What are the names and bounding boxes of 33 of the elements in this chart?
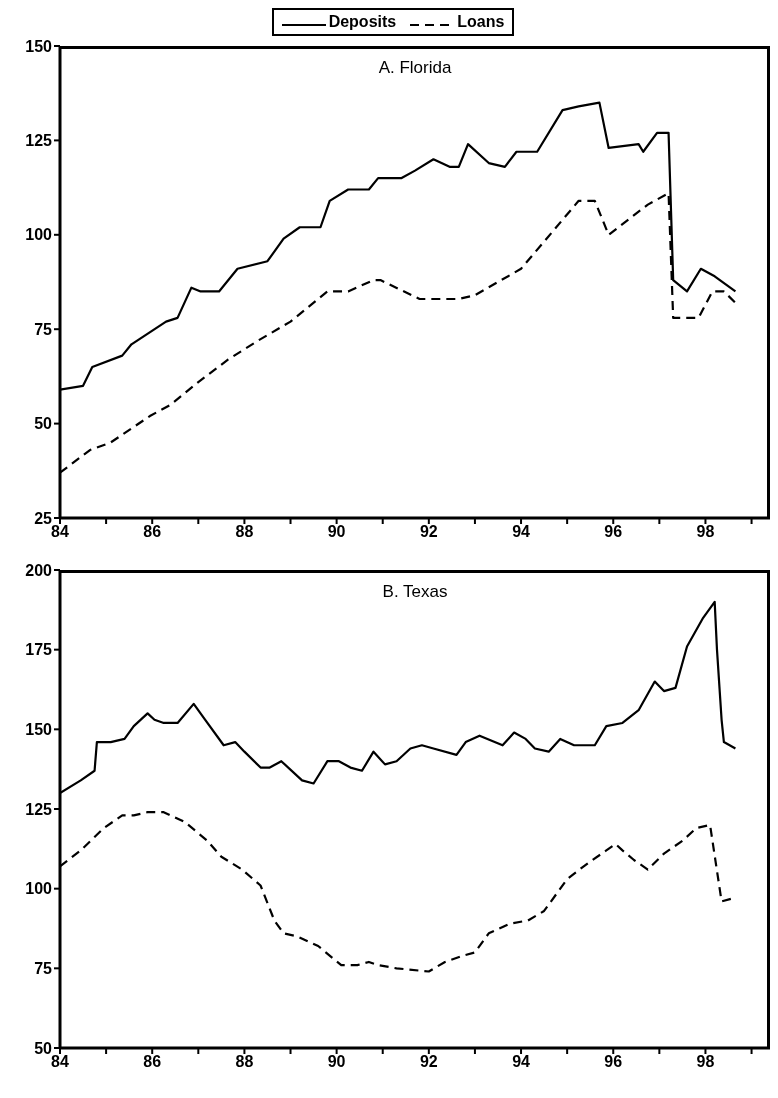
- y-tick-label: 150: [25, 721, 53, 739]
- x-tick-label: 96: [604, 523, 623, 541]
- x-tick-label: 84: [51, 523, 69, 541]
- y-tick-label: 25: [34, 509, 53, 527]
- legend-label: Loans: [457, 13, 505, 31]
- y-tick-label: 175: [25, 641, 53, 659]
- x-tick-label: 96: [604, 1053, 623, 1071]
- legend-label: Deposits: [328, 13, 397, 31]
- x-tick-label: 92: [419, 523, 438, 541]
- x-tick-label: 92: [419, 1053, 438, 1071]
- y-tick-label: 125: [25, 132, 53, 150]
- x-tick-label: 90: [327, 523, 346, 541]
- x-tick-label: 88: [235, 523, 254, 541]
- x-tick-label: 86: [143, 1053, 162, 1071]
- y-tick-label: 75: [34, 960, 53, 978]
- x-tick-label: 90: [327, 1053, 346, 1071]
- y-tick-label: 150: [25, 37, 53, 55]
- y-tick-label: 100: [25, 880, 53, 898]
- x-tick-label: 98: [696, 523, 715, 541]
- y-tick-label: 75: [34, 320, 53, 338]
- x-tick-label: 88: [235, 1053, 254, 1071]
- y-tick-label: 50: [34, 1039, 53, 1057]
- x-tick-label: 94: [512, 1053, 531, 1071]
- text: A. Florida: [377, 58, 453, 78]
- x-tick-label: 94: [512, 523, 531, 541]
- y-tick-label: 100: [25, 226, 53, 244]
- y-tick-label: 125: [25, 800, 53, 818]
- text: B. Texas: [381, 582, 449, 602]
- x-tick-label: 84: [51, 1053, 69, 1071]
- x-tick-label: 86: [143, 523, 162, 541]
- y-tick-label: 50: [34, 415, 53, 433]
- y-tick-label: 200: [25, 561, 53, 579]
- x-tick-label: 98: [696, 1053, 715, 1071]
